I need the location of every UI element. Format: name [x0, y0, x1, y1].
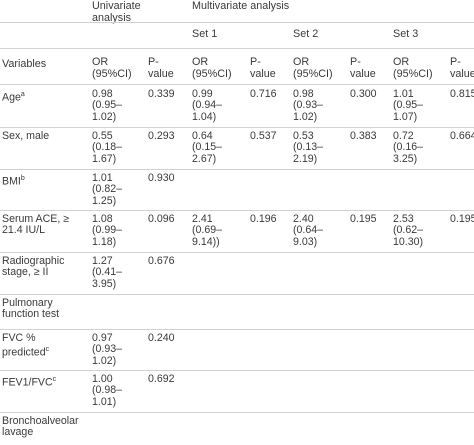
set2-p-cell: 0.300 [350, 88, 377, 100]
variable-label: BMIb [2, 175, 25, 188]
set3-p-cell: 0.815 [450, 88, 474, 100]
set-3-header: Set 3 [393, 28, 419, 40]
footnote-marker: b [20, 175, 25, 182]
univariate-or-cell: 1.27 (0.41– 3.95) [92, 255, 123, 290]
footnote-marker: c [52, 376, 57, 383]
variable-label: FEV1/FVCc [2, 376, 57, 389]
univariate-or-cell: 1.08 (0.99– 1.18) [92, 213, 123, 248]
variable-label: Sex, male [2, 130, 50, 142]
univariate-or-cell: 1.00 (0.98– 1.01) [92, 373, 123, 408]
set1-p-cell: 0.196 [250, 213, 277, 225]
row-rule [0, 294, 474, 295]
or-ci-header: OR (95%CI) [92, 56, 132, 80]
univariate-p-cell: 0.293 [148, 130, 175, 142]
set2-p-cell: 0.383 [350, 130, 377, 142]
set3-p-cell: 0.664 [450, 130, 474, 142]
set2-p-cell: 0.195 [350, 213, 377, 225]
set1-or-cell: 0.99 (0.94– 1.04) [192, 88, 223, 123]
header-rule-3 [0, 84, 474, 85]
multivariate-group-header: Multivariate analysis [192, 0, 290, 12]
set1-or-cell: 2.41 (0.69– 9.14)) [192, 213, 223, 248]
set3-or-cell: 2.53 (0.62– 10.30) [393, 213, 424, 248]
row-rule [0, 329, 474, 330]
or-ci-header: OR (95%CI) [293, 56, 333, 80]
header-rule-1 [0, 22, 474, 23]
univariate-or-cell: 0.97 (0.93– 1.02) [92, 332, 123, 367]
variable-label: Pulmonary function test [2, 297, 60, 321]
univariate-or-cell: 1.01 (0.82– 1.25) [92, 172, 123, 207]
variables-header: Variables [2, 58, 47, 70]
or-ci-header: OR (95%CI) [192, 56, 232, 80]
p-value-header: P- value [350, 56, 376, 80]
variable-label: Serum ACE, ≥ 21.4 IU/L [2, 213, 70, 237]
univariate-group-header: Univariate analysis [92, 0, 141, 24]
set-1-header: Set 1 [192, 28, 218, 40]
set2-or-cell: 2.40 (0.64– 9.03) [293, 213, 324, 248]
p-value-header: P- value [250, 56, 276, 80]
footnote-marker: c [45, 346, 50, 354]
set1-p-cell: 0.537 [250, 130, 277, 142]
row-rule [0, 169, 474, 170]
univariate-p-cell: 0.930 [148, 172, 175, 184]
univariate-or-cell: 0.55 (0.18– 1.67) [92, 130, 123, 165]
row-rule [0, 210, 474, 211]
univariate-p-cell: 0.676 [148, 255, 175, 267]
or-ci-header: OR (95%CI) [393, 56, 433, 80]
set1-p-cell: 0.716 [250, 88, 277, 100]
univariate-p-cell: 0.692 [148, 373, 175, 385]
row-rule [0, 127, 474, 128]
set1-or-cell: 0.64 (0.15– 2.67) [192, 130, 223, 165]
variable-label: Radiographic stage, ≥ II [2, 255, 65, 279]
row-rule [0, 252, 474, 253]
header-rule-2 [185, 48, 474, 49]
variable-label: FVC % predictedc [2, 332, 50, 359]
set3-or-cell: 0.72 (0.16– 3.25) [393, 130, 424, 165]
set-2-header: Set 2 [293, 28, 319, 40]
header-rule-2b [0, 48, 185, 49]
set3-p-cell: 0.195 [450, 213, 474, 225]
variable-label: Agea [2, 91, 25, 104]
variable-label: Bronchoalveolar lavage [2, 415, 79, 439]
univariate-p-cell: 0.096 [148, 213, 175, 225]
footnote-marker: a [20, 91, 25, 98]
p-value-header: P- value [148, 56, 174, 80]
univariate-or-cell: 0.98 (0.95– 1.02) [92, 88, 123, 123]
set2-or-cell: 0.98 (0.93– 1.02) [293, 88, 324, 123]
set3-or-cell: 1.01 (0.95– 1.07) [393, 88, 424, 123]
univariate-p-cell: 0.339 [148, 88, 175, 100]
p-value-header: P- value [450, 56, 474, 80]
row-rule [0, 370, 474, 371]
set2-or-cell: 0.53 (0.13– 2.19) [293, 130, 324, 165]
row-rule [0, 412, 474, 413]
univariate-p-cell: 0.240 [148, 332, 175, 344]
